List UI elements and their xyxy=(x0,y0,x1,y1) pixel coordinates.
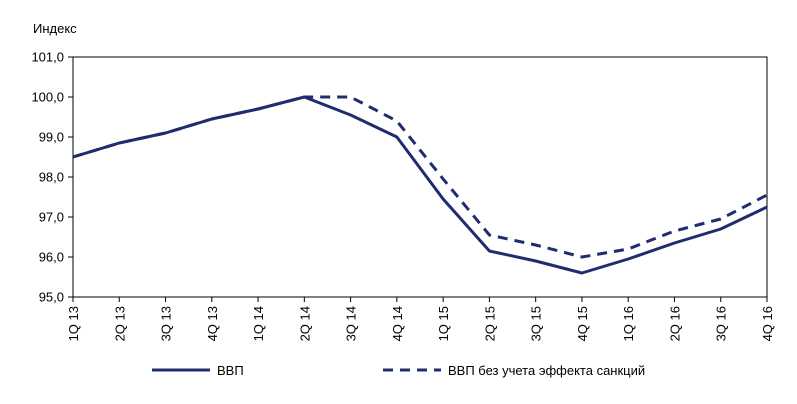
x-tick-label: 1Q 16 xyxy=(621,306,636,341)
y-tick-label: 96,0 xyxy=(39,250,64,265)
x-tick-label: 4Q 13 xyxy=(205,306,220,341)
x-tick-label: 2Q 16 xyxy=(667,306,682,341)
x-tick-label: 3Q 16 xyxy=(714,306,729,341)
x-tick-label: 1Q 14 xyxy=(251,306,266,341)
x-tick-label: 3Q 14 xyxy=(344,306,359,341)
x-tick-label: 4Q 16 xyxy=(760,306,775,341)
x-tick-label: 4Q 14 xyxy=(390,306,405,341)
x-tick-label: 4Q 15 xyxy=(575,306,590,341)
x-tick-label: 2Q 15 xyxy=(482,306,497,341)
x-tick-label: 3Q 13 xyxy=(159,306,174,341)
legend-label: ВВП без учета эффекта санкций xyxy=(448,363,645,378)
series-lines xyxy=(72,95,768,275)
y-tick-label: 98,0 xyxy=(39,170,64,185)
x-axis: 1Q 13 2Q 13 3Q 13 4Q 13 1Q 14 2Q 14 3Q 14 4Q 14… xyxy=(66,297,775,341)
legend: ВВП ВВП без учета эффекта санкций xyxy=(152,363,645,378)
plot-area-frame xyxy=(72,56,768,298)
x-tick-label: 2Q 13 xyxy=(112,306,127,341)
y-tick-label: 97,0 xyxy=(39,210,64,225)
legend-label: ВВП xyxy=(217,363,244,378)
y-tick-label: 99,0 xyxy=(39,130,64,145)
x-tick-label: 1Q 13 xyxy=(66,306,81,341)
y-axis-title: Индекс xyxy=(33,21,77,36)
y-tick-label: 95,0 xyxy=(39,290,64,305)
series-line-0 xyxy=(72,95,768,275)
x-tick-label: 3Q 15 xyxy=(529,306,544,341)
y-tick-label: 100,0 xyxy=(31,90,64,105)
y-axis: 95,0 96,0 97,0 98,0 99,0 100,0 101,0 xyxy=(31,50,73,305)
series-line-1 xyxy=(72,95,768,259)
x-tick-label: 2Q 14 xyxy=(297,306,312,341)
y-tick-label: 101,0 xyxy=(31,50,64,65)
x-tick-label: 1Q 15 xyxy=(436,306,451,341)
